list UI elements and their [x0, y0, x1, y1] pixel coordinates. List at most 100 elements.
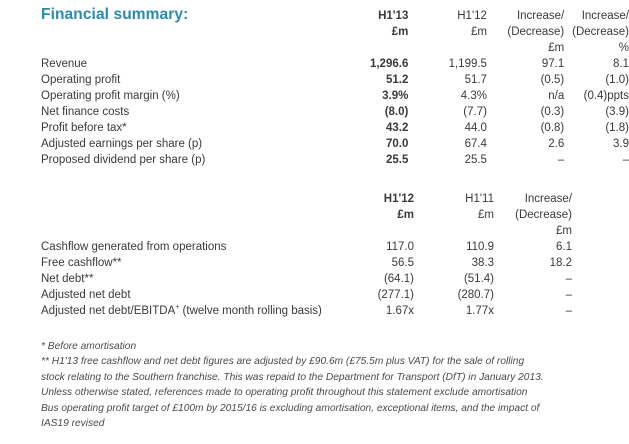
row-label: Operating profit margin (%) [41, 90, 180, 102]
row-label: Adjusted net debt/EBITDA+ (twelve month … [41, 303, 364, 319]
table-cell: (64.1) [383, 273, 414, 285]
ebitda-suffix: (twelve month rolling basis) [179, 305, 322, 317]
header-cell: H1'11 [465, 193, 494, 205]
table-cell: (0.8) [540, 122, 565, 134]
header-cell: £m [397, 209, 414, 221]
table-cell: 67.4 [464, 138, 487, 150]
financial-summary-table: H1'13 H1'12 Increase/ Increase/ £m £m (D… [41, 8, 629, 168]
header-cell [41, 8, 359, 24]
table-row: Adjusted net debt/EBITDA+ (twelve month … [41, 303, 572, 319]
table-cell: 3.9% [382, 90, 409, 102]
header-cell [41, 24, 359, 40]
table-row: Proposed dividend per share (p) 25.5 25.… [41, 152, 629, 168]
table-cell: 117.0 [386, 241, 414, 253]
table-cell: – [565, 305, 572, 317]
ebitda-label: Adjusted net debt/EBITDA [41, 305, 176, 317]
table-row: Adjusted earnings per share (p) 70.0 67.… [41, 136, 629, 152]
footnote-line: IAS19 revised [41, 418, 105, 430]
table-cell: 51.2 [385, 74, 409, 86]
table-cell: 25.5 [385, 154, 409, 166]
table-cell: 1,199.5 [448, 58, 487, 70]
row-label: Revenue [41, 58, 88, 70]
table-row: Operating profit margin (%) 3.9% 4.3% n/… [41, 88, 629, 104]
row-label: Net debt** [41, 273, 94, 285]
header-cell: £m [478, 209, 494, 221]
table-cell: 51.7 [464, 74, 487, 86]
table-row: Revenue 1,296.6 1,199.5 97.1 8.1 [41, 56, 629, 72]
table-cell: 1.77x [465, 305, 494, 317]
table-cell: (51.4) [463, 273, 494, 285]
table-cell: 3.9 [613, 138, 629, 150]
row-label: Adjusted earnings per share (p) [41, 138, 203, 150]
footnotes: * Before amortisation ** H1'13 free cash… [41, 339, 611, 431]
table-cell: 2.6 [548, 138, 565, 150]
header-cell: Increase/ [581, 10, 629, 22]
table-cell: 43.2 [385, 122, 409, 134]
header-cell: H1'12 [457, 10, 487, 22]
table-row: Operating profit 51.2 51.7 (0.5) (1.0) [41, 72, 629, 88]
table-cell: (8.0) [384, 106, 409, 118]
row-label: Operating profit [41, 74, 121, 86]
footnote-line: stock relating to the Southern franchise… [41, 371, 544, 383]
table-cell: (7.7) [463, 106, 487, 118]
page-title: Financial summary: [41, 6, 189, 23]
table-row: Adjusted net debt (277.1) (280.7) – [41, 287, 572, 303]
header-cell [414, 223, 494, 239]
table-cell: – [565, 289, 572, 301]
row-label: Cashflow generated from operations [41, 241, 227, 253]
table-cell: 56.5 [391, 257, 414, 269]
row-label: Free cashflow** [41, 257, 122, 269]
header-cell: £m [391, 26, 409, 38]
table-row: Cashflow generated from operations 117.0… [41, 239, 572, 255]
header-cell [41, 207, 364, 223]
row-label: Proposed dividend per share (p) [41, 154, 206, 166]
footnote-line: ** H1'13 free cashflow and net debt figu… [41, 356, 525, 368]
header-cell [408, 40, 487, 56]
header-cell [41, 40, 359, 56]
header-cell: Increase/ [516, 10, 565, 22]
table-cell: 8.1 [613, 58, 629, 70]
table-cell: 70.0 [385, 138, 409, 150]
table-row: Free cashflow** 56.5 38.3 18.2 [41, 255, 572, 271]
table-cell: 110.9 [466, 241, 494, 253]
header-cell: H1'12 [383, 193, 414, 205]
cashflow-table: H1'12 H1'11 Increase/ £m £m (Decrease) £… [41, 191, 572, 319]
row-label: Adjusted net debt [41, 289, 131, 301]
table-cell: 18.2 [549, 257, 572, 269]
header-cell: £m [556, 225, 572, 237]
table-cell: 1,296.6 [369, 58, 409, 70]
header-cell [41, 191, 364, 207]
table-cell: n/a [548, 90, 565, 102]
table-header-row: H1'13 H1'12 Increase/ Increase/ [41, 8, 629, 24]
header-cell [41, 223, 364, 239]
table-cell: 1.67x [385, 305, 414, 317]
table-cell: 38.3 [471, 257, 494, 269]
header-cell: (Decrease) [572, 26, 629, 38]
table-cell: 44.0 [464, 122, 487, 134]
header-cell: £m [548, 42, 565, 54]
ebitda-superscript: + [175, 304, 180, 312]
row-label: Profit before tax* [41, 122, 127, 134]
row-label: Net finance costs [41, 106, 130, 118]
table-header-row: £m £m (Decrease) [41, 207, 572, 223]
table-cell: (280.7) [457, 289, 494, 301]
table-header-row: £m % [41, 40, 629, 56]
table-cell: – [622, 154, 629, 166]
table-row: Profit before tax* 43.2 44.0 (0.8) (1.8) [41, 120, 629, 136]
table-cell: – [557, 154, 565, 166]
table-cell: 6.1 [556, 241, 572, 253]
header-cell: % [618, 42, 629, 54]
table-cell: 4.3% [460, 90, 487, 102]
footnote-line: * Before amortisation [41, 341, 137, 352]
table-cell: (3.9) [605, 106, 629, 118]
table-cell: (277.1) [377, 289, 414, 301]
table-row: Net debt** (64.1) (51.4) – [41, 271, 572, 287]
table-cell: – [565, 273, 572, 285]
table-cell: (0.3) [540, 106, 565, 118]
header-cell: £m [470, 26, 487, 38]
table-header-row: H1'12 H1'11 Increase/ [41, 191, 572, 207]
header-cell: (Decrease) [515, 209, 572, 221]
table-cell: (0.5) [540, 74, 565, 86]
table-cell: 97.1 [541, 58, 565, 70]
header-cell: (Decrease) [507, 26, 565, 38]
